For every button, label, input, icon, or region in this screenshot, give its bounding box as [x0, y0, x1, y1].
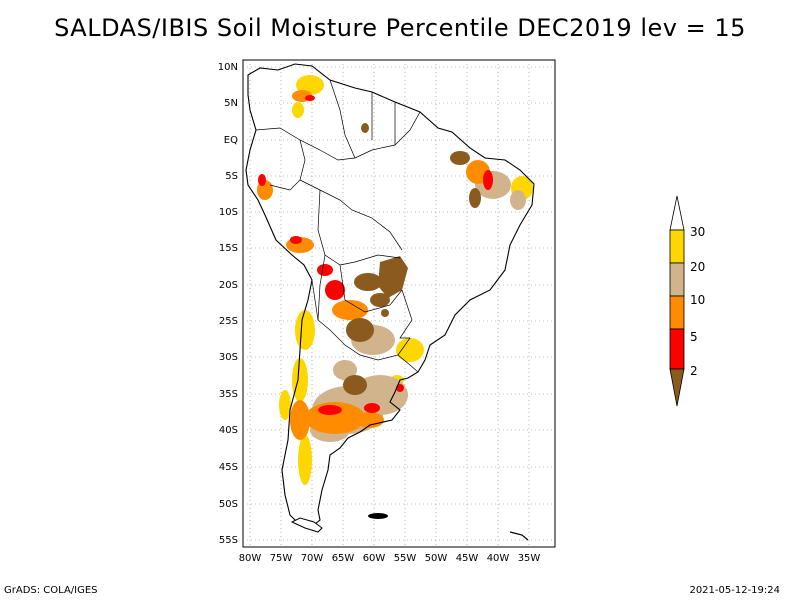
- tierra-del-fuego: [290, 517, 323, 533]
- lon-labels: 80W 75W 70W 65W 60W 55W 50W 45W 40W 35W: [239, 553, 541, 564]
- lat-label: 20S: [219, 280, 238, 291]
- lat-label: EQ: [224, 135, 238, 146]
- falkland-islands: [368, 513, 388, 519]
- shading-layer: [257, 75, 533, 485]
- lon-label: 80W: [239, 553, 262, 564]
- south-georgia: [509, 531, 529, 541]
- lon-label: 65W: [332, 553, 355, 564]
- legend-swatch-above-30: [669, 195, 685, 231]
- lat-label: 25S: [219, 316, 238, 327]
- country-borders: [255, 79, 421, 373]
- legend-label: 30: [690, 225, 705, 239]
- lat-label: 10S: [219, 207, 238, 218]
- lat-label: 5S: [225, 171, 238, 182]
- footer-timestamp: 2021-05-12-19:24: [689, 585, 780, 596]
- legend-label: 10: [690, 293, 705, 307]
- footer-credit: GrADS: COLA/IGES: [4, 585, 98, 596]
- graticule: [243, 60, 555, 547]
- coastline: [245, 63, 535, 529]
- lat-label: 5N: [224, 98, 238, 109]
- legend-colorbar: [669, 195, 685, 407]
- map-title: SALDAS/IBIS Soil Moisture Percentile DEC…: [54, 14, 746, 42]
- lat-labels: 10N 5N EQ 5S 10S 15S 20S 25S 30S 35S 40S…: [218, 62, 238, 546]
- lat-label: 30S: [219, 352, 238, 363]
- legend-labels: 2 5 10 20 30: [690, 225, 705, 378]
- lon-label: 55W: [394, 553, 417, 564]
- legend-label: 20: [690, 260, 705, 274]
- legend-swatch-below-2: [669, 368, 685, 407]
- lon-label: 35W: [518, 553, 541, 564]
- lat-label: 45S: [219, 462, 238, 473]
- legend-swatch-10-20: [669, 262, 685, 297]
- lat-label: 15S: [219, 243, 238, 254]
- lon-label: 60W: [363, 553, 386, 564]
- lat-label: 40S: [219, 425, 238, 436]
- lat-label: 10N: [218, 62, 238, 73]
- lon-label: 70W: [301, 553, 324, 564]
- lon-label: 40W: [487, 553, 510, 564]
- legend-swatch-5-10: [669, 295, 685, 330]
- lat-label: 35S: [219, 389, 238, 400]
- legend-swatch-2-5: [669, 328, 685, 370]
- lat-label: 55S: [219, 535, 238, 546]
- lon-label: 75W: [270, 553, 293, 564]
- legend-label: 5: [690, 330, 698, 344]
- legend-label: 2: [690, 364, 698, 378]
- legend-swatch-20-30: [669, 229, 685, 264]
- lon-label: 50W: [425, 553, 448, 564]
- plot-frame: [242, 59, 556, 548]
- lat-label: 50S: [219, 499, 238, 510]
- lon-label: 45W: [456, 553, 479, 564]
